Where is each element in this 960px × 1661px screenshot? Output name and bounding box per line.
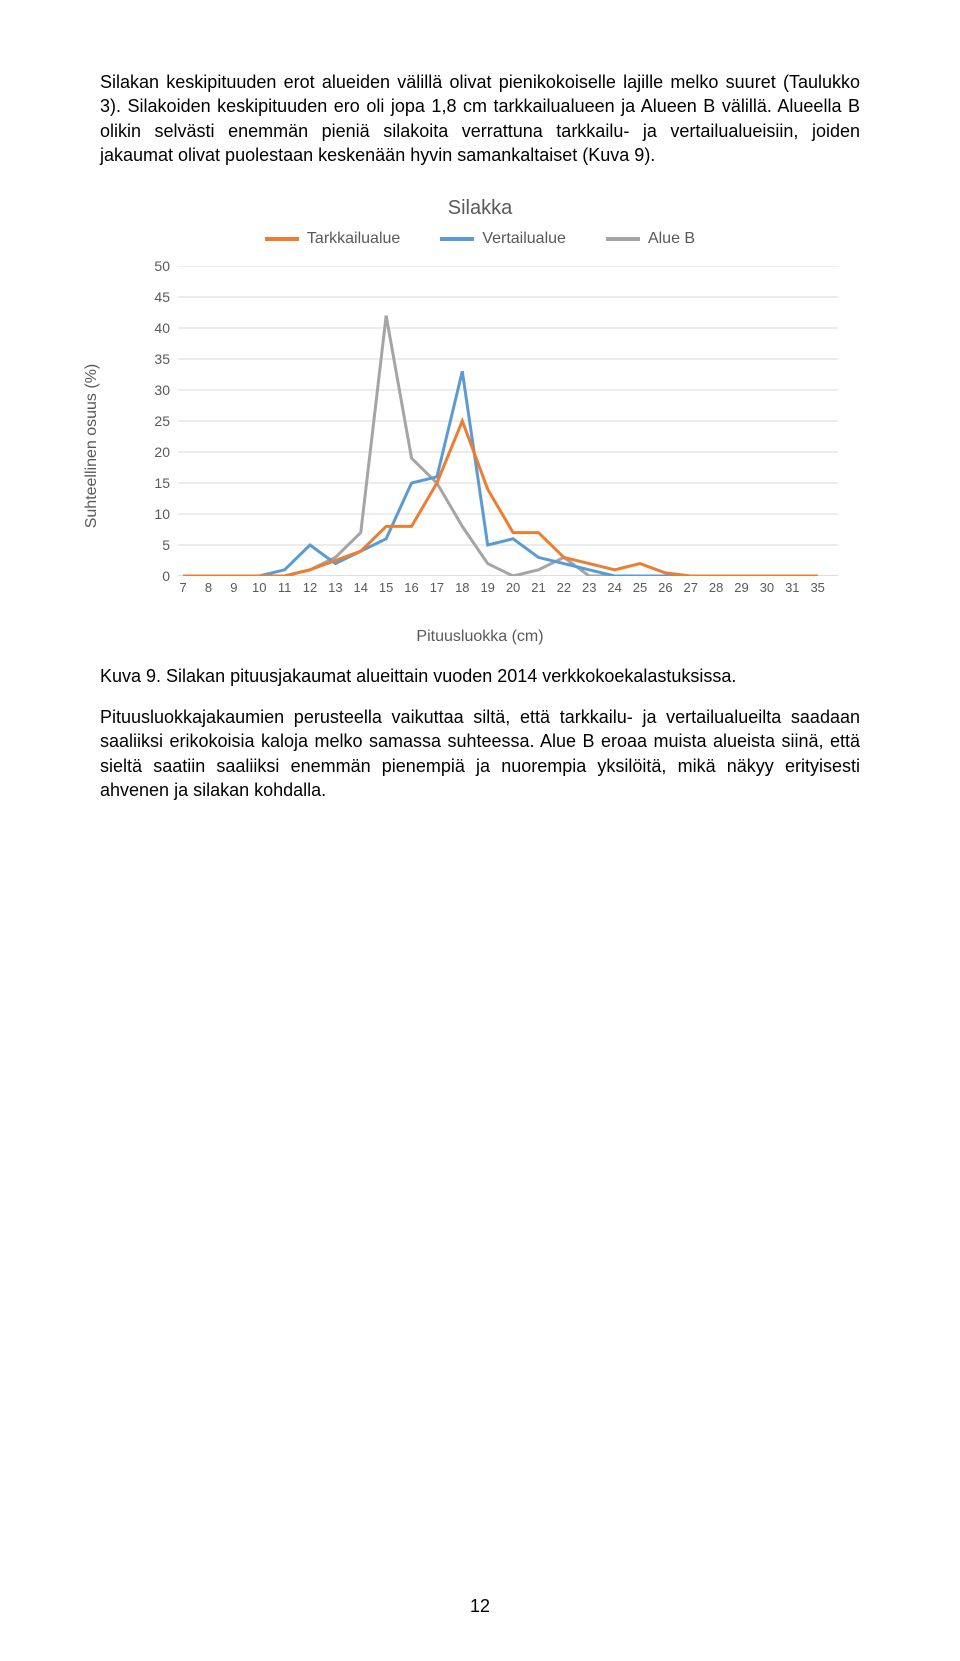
chart-title: Silakka	[100, 197, 860, 220]
x-tick-label: 16	[404, 580, 418, 595]
series-alue-b	[183, 316, 818, 576]
figure-caption: Kuva 9. Silakan pituusjakaumat alueittai…	[100, 666, 860, 687]
legend-item-vertailualue: Vertailualue	[440, 230, 566, 248]
chart-legend: Tarkkailualue Vertailualue Alue B	[100, 230, 860, 248]
x-tick-label: 22	[557, 580, 571, 595]
y-tick-label: 15	[154, 475, 170, 491]
legend-swatch-alue-b	[606, 237, 640, 241]
y-tick-label: 20	[154, 444, 170, 460]
x-tick-label: 24	[607, 580, 621, 595]
x-tick-label: 17	[430, 580, 444, 595]
x-tick-label: 18	[455, 580, 469, 595]
y-tick-label: 25	[154, 413, 170, 429]
chart-plot	[178, 266, 838, 576]
x-tick-label: 35	[810, 580, 824, 595]
y-tick-label: 45	[154, 289, 170, 305]
legend-label: Alue B	[648, 230, 695, 248]
x-tick-label: 26	[658, 580, 672, 595]
x-tick-label: 30	[760, 580, 774, 595]
x-tick-label: 21	[531, 580, 545, 595]
x-tick-label: 20	[506, 580, 520, 595]
y-tick-label: 50	[154, 258, 170, 274]
chart-area: Suhteellinen osuus (%) 05101520253035404…	[100, 266, 860, 626]
legend-swatch-tarkkailualue	[265, 237, 299, 241]
y-tick-label: 5	[162, 537, 170, 553]
legend-label: Tarkkailualue	[307, 230, 400, 248]
x-tick-label: 27	[684, 580, 698, 595]
silakka-chart: Silakka Tarkkailualue Vertailualue Alue …	[100, 197, 860, 646]
y-tick-label: 35	[154, 351, 170, 367]
x-tick-label: 14	[354, 580, 368, 595]
x-tick-label: 9	[230, 580, 237, 595]
page: Silakan keskipituuden erot alueiden väli…	[0, 0, 960, 1661]
x-tick-label: 28	[709, 580, 723, 595]
legend-item-tarkkailualue: Tarkkailualue	[265, 230, 400, 248]
y-tick-label: 10	[154, 506, 170, 522]
x-tick-label: 15	[379, 580, 393, 595]
legend-label: Vertailualue	[482, 230, 566, 248]
chart-y-axis-label: Suhteellinen osuus (%)	[83, 364, 101, 529]
x-tick-label: 31	[785, 580, 799, 595]
x-tick-label: 11	[278, 580, 292, 595]
x-tick-label: 23	[582, 580, 596, 595]
paragraph-2: Pituusluokkajakaumien perusteella vaikut…	[100, 705, 860, 802]
x-tick-label: 10	[252, 580, 266, 595]
legend-swatch-vertailualue	[440, 237, 474, 241]
y-tick-label: 30	[154, 382, 170, 398]
chart-x-axis-label: Pituusluokka (cm)	[100, 628, 860, 646]
x-tick-label: 8	[205, 580, 212, 595]
chart-svg	[178, 266, 838, 576]
y-tick-label: 0	[162, 568, 170, 584]
page-number: 12	[0, 1596, 960, 1617]
x-tick-label: 7	[179, 580, 186, 595]
y-tick-label: 40	[154, 320, 170, 336]
chart-y-ticks: 05101520253035404550	[100, 266, 178, 576]
x-tick-label: 12	[303, 580, 317, 595]
paragraph-1: Silakan keskipituuden erot alueiden väli…	[100, 70, 860, 167]
legend-item-alue-b: Alue B	[606, 230, 695, 248]
x-tick-label: 19	[480, 580, 494, 595]
x-tick-label: 29	[734, 580, 748, 595]
x-tick-label: 25	[633, 580, 647, 595]
x-tick-label: 13	[328, 580, 342, 595]
series-tarkkailualue	[183, 421, 818, 576]
